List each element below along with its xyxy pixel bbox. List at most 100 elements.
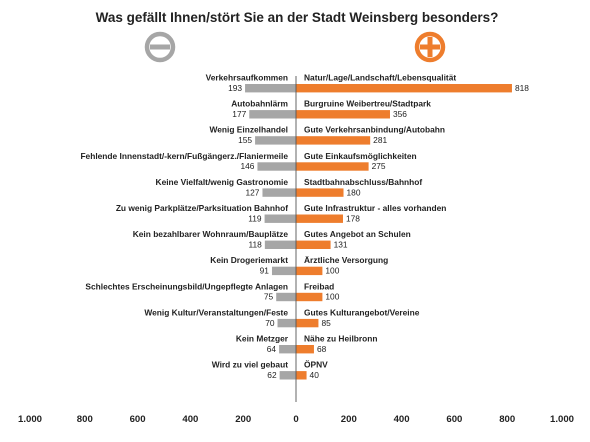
x-tick-label: 600 [130,414,146,425]
positive-bar [296,162,369,171]
positive-bar [296,345,314,354]
bar-row: Zu wenig Parkplätze/Parksituation Bahnho… [116,203,447,223]
chart-title: Was gefällt Ihnen/stört Sie an der Stadt… [96,10,499,25]
positive-bar [296,318,319,328]
bar-row: Keine Vielfalt/wenig Gastronomie Stadtbah… [156,177,423,197]
negative-value-label: 118 [248,240,262,250]
negative-bar [255,136,296,145]
negative-bar [279,371,296,380]
bar-row: Kein Drogeriemarkt Ärztliche Versorgung 91… [210,255,388,275]
positive-category-label: Natur/Lage/Landschaft/Lebensqualität [304,73,456,83]
negative-bar [257,162,296,171]
negative-bar [249,110,296,119]
positive-category-label: Ärztliche Versorgung [304,255,388,265]
negative-category-label: Keine Vielfalt/wenig Gastronomie [156,177,289,187]
negative-value-label: 119 [248,213,262,223]
x-tick-label: 200 [235,414,251,425]
positive-bar [296,110,390,119]
minus-circle-icon [144,31,176,63]
positive-bar [296,266,323,276]
positive-category-label: ÖPNV [304,360,328,370]
negative-value-label: 62 [267,370,277,380]
positive-category-label: Gute Infrastruktur - alles vorhanden [304,203,446,213]
positive-bar [296,214,343,223]
positive-value-label: 100 [325,266,339,276]
bar-row: Autobahnlärm Burgruine Weibertreu/Stadtpa… [231,99,431,119]
x-tick-label: 200 [341,414,357,425]
negative-bar [262,188,296,197]
negative-value-label: 64 [267,344,277,354]
positive-bar [296,84,512,93]
bar-row: Wird zu viel gebaut ÖPNV 62 40 [212,360,328,380]
negative-category-label: Kein bezahlbarer Wohnraum/Bauplätze [133,229,289,239]
positive-value-label: 178 [346,213,360,223]
negative-value-label: 75 [264,292,274,302]
bar-row: Kein Metzger Nähe zu Heilbronn 64 68 [236,334,378,354]
positive-value-label: 180 [347,187,361,197]
x-tick-label: 1.000 [550,414,574,425]
plus-circle-icon [414,31,446,63]
positive-category-label: Gute Einkaufsmöglichkeiten [304,151,417,161]
negative-bar [279,345,296,354]
negative-category-label: Zu wenig Parkplätze/Parksituation Bahnho… [116,203,288,213]
negative-bar [277,318,296,328]
positive-value-label: 281 [373,135,387,145]
negative-value-label: 91 [260,266,270,276]
x-tick-label: 400 [182,414,198,425]
negative-bar [264,240,296,249]
negative-category-label: Autobahnlärm [231,99,288,109]
bar-row: Wenig Kultur/Veranstaltungen/Feste Gutes … [144,307,419,327]
bar-row: Fehlende Innenstadt/-kern/Fußgängerz./Fl… [80,151,416,171]
x-tick-label: 800 [77,414,93,425]
bar-row: Schlechtes Erscheinungsbild/Ungepflegte … [85,281,339,301]
x-axis-ticks: 1.000 800 600 400 200 0 200 400 600 800 1.000 [18,414,574,425]
negative-category-label: Kein Metzger [236,334,289,344]
positive-value-label: 818 [515,83,529,93]
x-tick-label: 600 [446,414,462,425]
x-tick-label: 1.000 [18,414,42,425]
negative-category-label: Wenig Einzelhandel [210,125,289,135]
bar-row: Kein bezahlbarer Wohnraum/Bauplätze Gutes… [133,229,411,249]
bar-row: Verkehrsaufkommen Natur/Lage/Landschaft/L… [206,73,530,93]
negative-category-label: Schlechtes Erscheinungsbild/Ungepflegte … [85,281,288,291]
positive-category-label: Freibad [304,281,334,291]
positive-category-label: Burgruine Weibertreu/Stadtpark [304,99,431,109]
negative-category-label: Fehlende Innenstadt/-kern/Fußgängerz./Fl… [80,151,288,161]
negative-value-label: 177 [232,109,246,119]
positive-bar [296,188,344,197]
positive-bar [296,136,371,145]
negative-value-label: 155 [238,135,252,145]
positive-value-label: 275 [372,161,386,171]
positive-category-label: Gutes Angebot an Schulen [304,229,411,239]
negative-category-label: Wenig Kultur/Veranstaltungen/Feste [144,307,288,317]
positive-value-label: 40 [310,370,320,380]
negative-bar [245,84,296,93]
x-tick-label: 800 [499,414,515,425]
positive-value-label: 85 [321,318,331,328]
negative-category-label: Wird zu viel gebaut [212,360,288,370]
positive-category-label: Stadtbahnabschluss/Bahnhof [304,177,422,187]
negative-bar [276,292,296,302]
negative-category-label: Verkehrsaufkommen [206,73,288,83]
negative-value-label: 70 [265,318,275,328]
negative-category-label: Kein Drogeriemarkt [210,255,288,265]
positive-bar [296,371,307,380]
bar-row: Wenig Einzelhandel Gute Verkehrsanbindung… [210,125,446,145]
negative-bar [264,214,296,223]
negative-value-label: 127 [245,187,259,197]
positive-bar [296,292,323,302]
positive-value-label: 100 [325,292,339,302]
positive-value-label: 68 [317,344,327,354]
positive-value-label: 356 [393,109,407,119]
x-tick-label: 0 [293,414,298,425]
negative-value-label: 193 [228,83,242,93]
positive-category-label: Nähe zu Heilbronn [304,334,378,344]
positive-value-label: 131 [334,240,348,250]
positive-bar [296,240,331,249]
positive-category-label: Gute Verkehrsanbindung/Autobahn [304,125,445,135]
positive-category-label: Gutes Kulturangebot/Vereine [304,307,420,317]
negative-value-label: 146 [240,161,254,171]
negative-bar [271,266,296,276]
